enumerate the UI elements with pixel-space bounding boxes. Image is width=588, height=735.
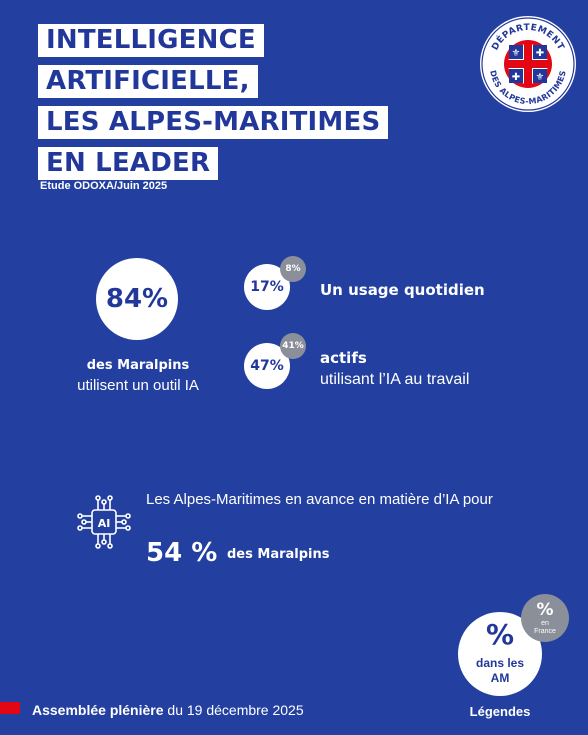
departement-logo: DÉPARTEMENT DES ALPES-MARITIMES ⚜ ✚ ✚ ⚜ <box>480 16 576 112</box>
svg-text:✚: ✚ <box>536 48 544 59</box>
legend-am-text-1: dans les <box>475 656 525 670</box>
title-line-2: ARTIFICIELLE, <box>38 65 258 98</box>
daily-usage-label: Un usage quotidien <box>320 281 485 299</box>
legend-am-symbol: % <box>485 618 515 651</box>
footer: Assemblée plénière du 19 décembre 2025 <box>32 702 304 718</box>
legend-france-symbol: % <box>536 600 554 620</box>
ai-chip-icon: AI <box>77 495 131 549</box>
work-usage-label-strong: actifs <box>320 349 367 367</box>
svg-text:⚜: ⚜ <box>512 48 521 59</box>
advance-text: Les Alpes-Maritimes en avance en matière… <box>146 491 493 508</box>
svg-text:✚: ✚ <box>512 72 520 83</box>
footer-text: du 19 décembre 2025 <box>163 702 304 718</box>
svg-text:⚜: ⚜ <box>536 72 545 83</box>
advance-value-label: des Maralpins <box>227 547 330 562</box>
svg-text:AI: AI <box>98 517 111 530</box>
legend-france-text-2: France <box>534 628 556 635</box>
page-title: INTELLIGENCE ARTIFICIELLE, LES ALPES-MAR… <box>38 24 458 188</box>
title-line-3: LES ALPES-MARITIMES <box>38 106 389 139</box>
title-line-4: EN LEADER <box>38 147 219 180</box>
legend-france-text-1: en <box>541 620 549 627</box>
work-usage-france-circle: 41% <box>280 333 306 359</box>
legend-am-text: dans les AM <box>458 656 542 686</box>
legend-france-text: en France <box>521 620 569 636</box>
legend-am-text-2: AM <box>490 671 510 685</box>
legend-caption: Légendes <box>469 704 531 719</box>
legend-am-circle: % dans les AM <box>458 612 542 696</box>
advance-value: 54 % <box>146 538 218 568</box>
footer-red-bar <box>0 702 20 714</box>
source-note: Etude ODOXA/Juin 2025 <box>40 180 168 192</box>
main-stat-circle: 84% <box>96 258 178 340</box>
daily-usage-france-circle: 8% <box>280 256 306 282</box>
footer-strong: Assemblée plénière <box>32 702 164 718</box>
main-stat-caption-text: utilisent un outil IA <box>77 377 199 394</box>
work-usage-label: utilisant l’IA au travail <box>320 371 470 388</box>
title-line-1: INTELLIGENCE <box>38 24 264 57</box>
main-stat-caption: des Maralpins utilisent un outil IA <box>40 356 236 396</box>
legend-france-circle: % en France <box>521 594 569 642</box>
main-stat-caption-strong: des Maralpins <box>86 358 190 373</box>
